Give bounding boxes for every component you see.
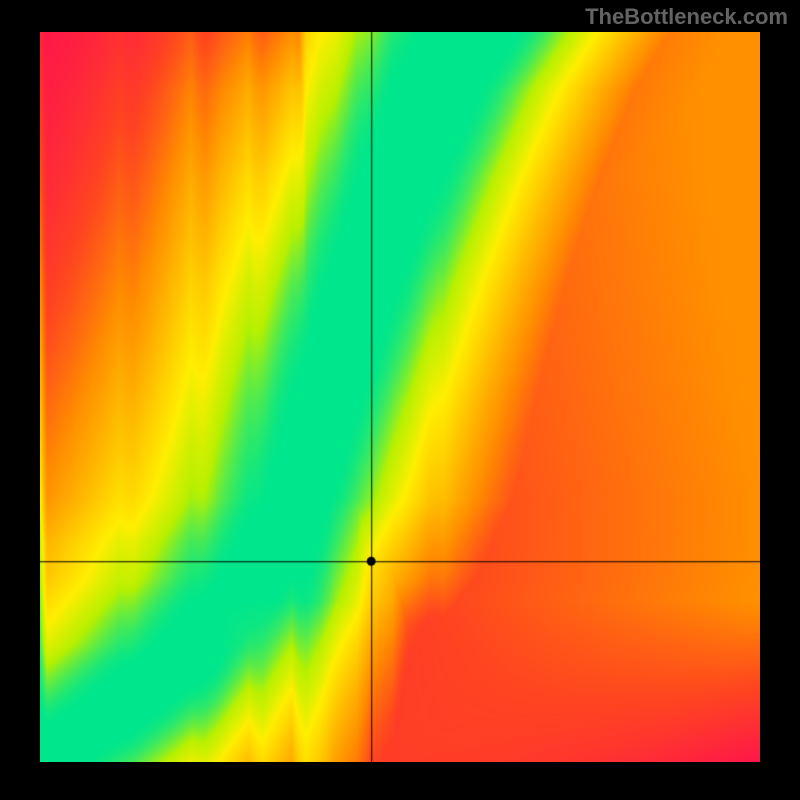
watermark-text: TheBottleneck.com — [585, 4, 788, 30]
heatmap-canvas — [40, 32, 760, 762]
